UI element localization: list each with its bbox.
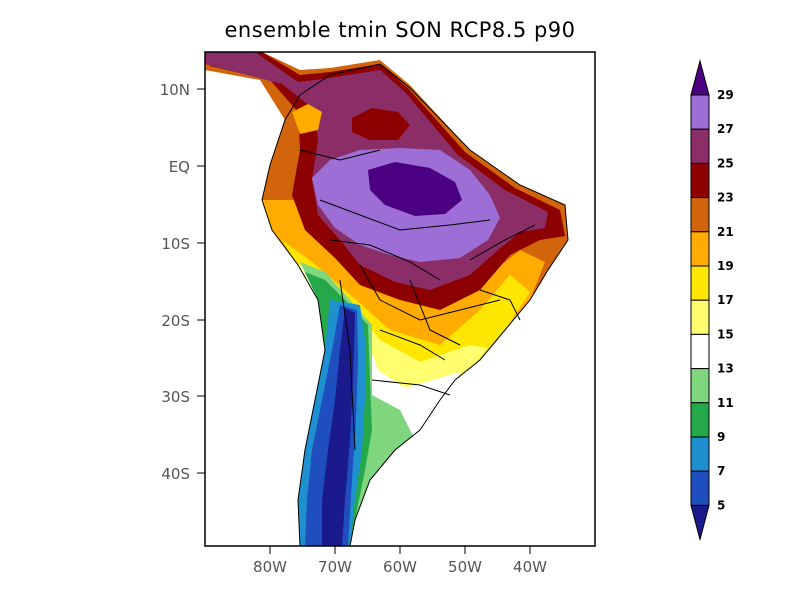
colorbar-bin (690, 94, 710, 130)
field-below-5 (322, 308, 355, 546)
ocean-mask (205, 200, 325, 546)
colorbar-bin (690, 333, 710, 370)
colorbar-label: 13 (717, 362, 734, 376)
temperature-field (205, 52, 595, 546)
colorbar-bin (690, 197, 710, 233)
colorbar-label: 5 (717, 498, 725, 512)
colorbar-label: 23 (717, 191, 734, 205)
ocean-mask-east (350, 52, 595, 546)
colorbar-bin (690, 436, 710, 472)
lon-tick-label: 70W (318, 558, 352, 576)
lon-axis: 80W 70W 60W 50W 40W (253, 546, 547, 576)
colorbar-bottom-triangle (690, 504, 710, 542)
colorbar-label: 9 (717, 430, 725, 444)
colorbar-bin (690, 299, 710, 335)
lat-tick-label: 30S (161, 388, 190, 406)
colorbar-bin (690, 265, 710, 301)
lat-tick-label: EQ (169, 158, 190, 176)
colorbar-bin (690, 368, 710, 404)
colorbar-bin (690, 162, 710, 199)
lon-tick-label: 50W (448, 558, 482, 576)
country-borders (299, 149, 536, 451)
colorbar-label: 19 (717, 259, 734, 273)
colorbar-label: 29 (717, 88, 734, 102)
field-ne-spot (292, 104, 322, 134)
colorbar-bin (690, 470, 710, 506)
field-north-cell (352, 108, 410, 140)
colorbar-label: 11 (717, 396, 734, 410)
colorbar-label: 7 (717, 464, 725, 478)
colorbar-label: 25 (717, 156, 734, 170)
lat-tick-label: 20S (161, 312, 190, 330)
colorbar-top-triangle (690, 59, 710, 96)
lat-tick-label: 10N (160, 81, 190, 99)
colorbar: 5 7 9 11 13 15 17 19 21 23 25 27 29 (690, 59, 734, 542)
lon-tick-label: 80W (253, 558, 287, 576)
field-above-29 (368, 162, 462, 216)
map-title: ensemble tmin SON RCP8.5 p90 (224, 18, 576, 42)
lat-axis: 10N EQ 10S 20S 30S 40S (160, 81, 205, 483)
colorbar-bin (690, 231, 710, 267)
lon-tick-label: 60W (383, 558, 417, 576)
colorbar-label: 27 (717, 122, 734, 136)
coastline (261, 63, 569, 546)
colorbar-bin (690, 128, 710, 164)
boundaries (261, 63, 569, 546)
lon-tick-label: 40W (513, 558, 547, 576)
colorbar-label: 15 (717, 327, 734, 341)
lat-tick-label: 40S (161, 465, 190, 483)
lat-tick-label: 10S (161, 235, 190, 253)
colorbar-bin (690, 402, 710, 438)
colorbar-label: 17 (717, 293, 734, 307)
colorbar-label: 21 (717, 225, 734, 239)
